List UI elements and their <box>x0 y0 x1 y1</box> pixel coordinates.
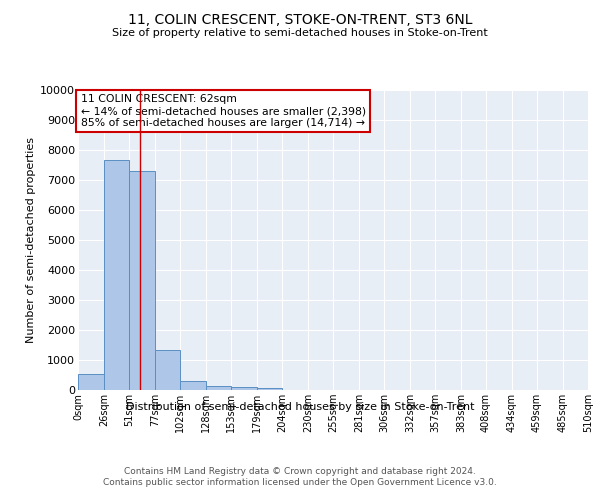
Bar <box>180 381 206 390</box>
Bar <box>78 374 104 390</box>
Text: 11 COLIN CRESCENT: 62sqm
← 14% of semi-detached houses are smaller (2,398)
85% o: 11 COLIN CRESCENT: 62sqm ← 14% of semi-d… <box>80 94 365 128</box>
Bar <box>206 386 231 390</box>
Bar <box>129 171 155 390</box>
Bar <box>155 350 180 390</box>
Text: Size of property relative to semi-detached houses in Stoke-on-Trent: Size of property relative to semi-detach… <box>112 28 488 38</box>
Y-axis label: Number of semi-detached properties: Number of semi-detached properties <box>26 137 36 343</box>
Text: Contains HM Land Registry data © Crown copyright and database right 2024.
Contai: Contains HM Land Registry data © Crown c… <box>103 468 497 487</box>
Bar <box>257 388 282 390</box>
Bar <box>231 387 257 390</box>
Bar <box>104 160 129 390</box>
Text: 11, COLIN CRESCENT, STOKE-ON-TRENT, ST3 6NL: 11, COLIN CRESCENT, STOKE-ON-TRENT, ST3 … <box>128 12 472 26</box>
Text: Distribution of semi-detached houses by size in Stoke-on-Trent: Distribution of semi-detached houses by … <box>126 402 474 412</box>
